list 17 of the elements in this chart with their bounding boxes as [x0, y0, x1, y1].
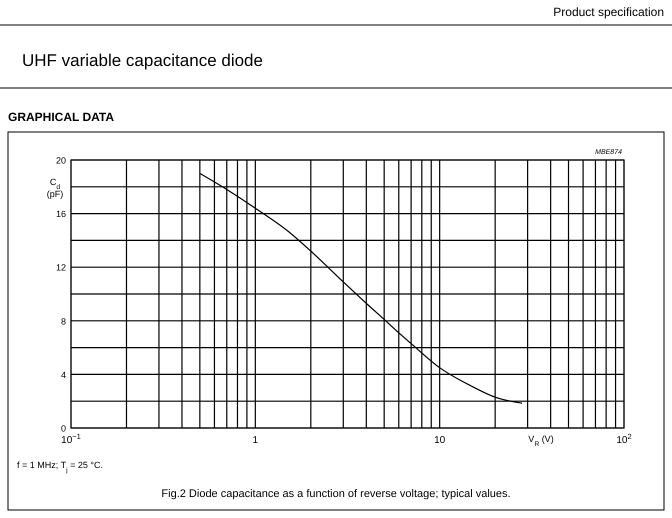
text: f = 1 MHz; T$_{j}$ = 25 °C.	[17, 460, 103, 474]
chart-subtitle: GRAPHICAL DATA	[8, 110, 114, 124]
y-tick-label: 16	[56, 209, 66, 220]
x-axis-title: V$_{R}$ (V)	[528, 434, 554, 448]
y-tick-label: 4	[60, 370, 66, 380]
y-tick-label: 0	[60, 424, 66, 434]
text: Product specification	[553, 5, 664, 19]
x-tick-label: 10$^{−1}$	[61, 432, 81, 446]
x-tick-label: 10$^{2}$	[616, 432, 632, 446]
y-tick-label: 20	[56, 156, 66, 166]
caption: Fig.2 Diode capacitance as a function of reverse voltage; typical values.	[161, 488, 511, 500]
chart-title: UHF variable capacitance diode	[22, 51, 263, 70]
x-tick-label: 1	[252, 435, 259, 446]
x-tick-label: 10	[434, 435, 446, 446]
y-tick-label: 8	[60, 316, 66, 326]
y-axis-title: C$_{d}$ (pF)	[46, 177, 64, 199]
y-tick-label: 12	[56, 262, 66, 273]
